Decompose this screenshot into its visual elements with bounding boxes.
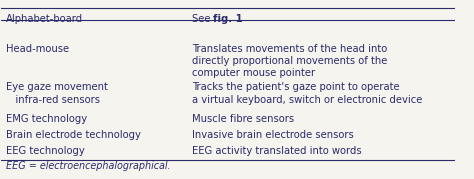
Text: EEG activity translated into words: EEG activity translated into words xyxy=(192,146,362,156)
Text: Invasive brain electrode sensors: Invasive brain electrode sensors xyxy=(192,130,354,140)
Text: EMG technology: EMG technology xyxy=(6,114,87,124)
Text: Translates movements of the head into
directly proportional movements of the
com: Translates movements of the head into di… xyxy=(192,44,387,78)
Text: Tracks the patient's gaze point to operate
a virtual keyboard, switch or electro: Tracks the patient's gaze point to opera… xyxy=(192,83,422,105)
Text: Alphabet-board: Alphabet-board xyxy=(6,14,83,24)
Text: EEG technology: EEG technology xyxy=(6,146,85,156)
Text: See: See xyxy=(192,14,214,24)
Text: Head-mouse: Head-mouse xyxy=(6,44,69,54)
Text: Muscle fibre sensors: Muscle fibre sensors xyxy=(192,114,294,124)
Text: fig. 1: fig. 1 xyxy=(213,14,243,24)
Text: Brain electrode technology: Brain electrode technology xyxy=(6,130,141,140)
Text: Eye gaze movement
   infra-red sensors: Eye gaze movement infra-red sensors xyxy=(6,83,108,105)
Text: EEG = electroencephalographical.: EEG = electroencephalographical. xyxy=(6,161,171,171)
